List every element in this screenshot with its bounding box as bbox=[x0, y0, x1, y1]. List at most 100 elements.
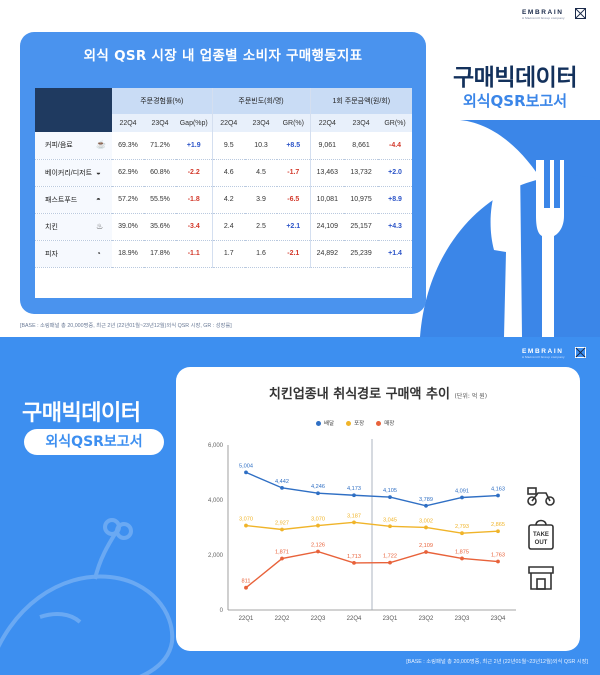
table-cell: 9,061 bbox=[309, 132, 345, 160]
group-header: 1회 주문금액(원/회) bbox=[309, 88, 413, 114]
data-label: 4,091 bbox=[455, 488, 469, 494]
data-label: 4,246 bbox=[311, 484, 325, 490]
table-cell: 71.2% bbox=[144, 132, 176, 160]
pizza-icon: ◔ bbox=[96, 248, 101, 258]
table-cell: 3.9 bbox=[245, 186, 277, 214]
group-header: 주문빈도(회/명) bbox=[211, 88, 311, 114]
table-cell: 69.3% bbox=[112, 132, 144, 160]
brand-mark-icon bbox=[575, 8, 586, 19]
table-cell: 24,109 bbox=[309, 213, 345, 241]
x-tick-label: 22Q1 bbox=[239, 616, 254, 622]
table-cell: -4.4 bbox=[378, 132, 413, 160]
source-note-bottom: [BASE : 소링패널 총 20,000명중, 최근 2년 (22년01월~2… bbox=[406, 659, 588, 665]
table-cell: 39.0% bbox=[112, 213, 144, 241]
table-cell: 17.8% bbox=[144, 240, 176, 268]
table-row: 치킨 ♨ 39.0% 35.6% -3.4 2.4 2.5 +2.1 24,109 25,157 +… bbox=[35, 213, 413, 241]
table-cell: 57.2% bbox=[112, 186, 144, 214]
chicken-icon: ♨ bbox=[96, 221, 104, 231]
data-point bbox=[316, 549, 320, 554]
x-tick-label: 23Q2 bbox=[419, 616, 434, 622]
data-point bbox=[352, 493, 356, 498]
service-icons: TAKE OUT bbox=[527, 487, 555, 590]
bottom-panel: EMBRAIN A Macromill Group company 구매빅데이터… bbox=[0, 337, 600, 675]
data-point bbox=[388, 524, 392, 529]
x-tick-label: 23Q1 bbox=[383, 616, 398, 622]
sub-header: GR(%) bbox=[378, 114, 413, 132]
chart-svg: 0 2,000 4,000 6,000 22Q1 22Q2 22Q3 22Q4 23Q1 23Q2… bbox=[208, 439, 516, 622]
data-point bbox=[352, 560, 356, 565]
legend-swatch bbox=[376, 420, 382, 426]
sub-header: 22Q4 bbox=[211, 114, 245, 132]
data-point bbox=[244, 470, 248, 475]
data-label: 3,070 bbox=[311, 517, 325, 523]
report-subtitle-top: 외식QSR보고서 bbox=[462, 92, 568, 110]
data-point bbox=[460, 556, 464, 561]
data-label: 1,722 bbox=[383, 554, 397, 560]
legend-label: 매장 bbox=[384, 421, 395, 427]
brand-name: EMBRAIN bbox=[522, 9, 564, 16]
table-cell: -1.1 bbox=[176, 240, 212, 268]
data-point bbox=[244, 523, 248, 528]
chart-title-text: 치킨업종내 취식경로 구매액 추이 bbox=[268, 387, 450, 402]
legend-swatch bbox=[346, 420, 352, 426]
data-point bbox=[424, 525, 428, 530]
table-cell: 2.5 bbox=[245, 213, 277, 241]
table-cell: 10,081 bbox=[309, 186, 345, 214]
table-row: 패스트푸드 ◓ 57.2% 55.5% -1.8 4.2 3.9 -6.5 10,081 10,9… bbox=[35, 186, 413, 214]
chicken-drumstick-icon bbox=[0, 518, 175, 675]
table-cell: 4.5 bbox=[245, 159, 277, 187]
table-cell: 60.8% bbox=[144, 159, 176, 187]
table-corner bbox=[35, 88, 112, 132]
data-label: 1,871 bbox=[275, 550, 289, 556]
report-title-top: 구매빅데이터 bbox=[453, 65, 577, 91]
data-point bbox=[496, 559, 500, 564]
y-tick-label: 4,000 bbox=[208, 498, 224, 504]
y-tick-label: 2,000 bbox=[208, 553, 224, 559]
brand-logo-top: EMBRAIN A Macromill Group company bbox=[522, 9, 565, 20]
report-title-bottom: 구매빅데이터 bbox=[22, 401, 141, 426]
table-row: 베이커리/디저트 ◒ 62.9% 60.8% -2.2 4.6 4.5 -1.7 13,463 1… bbox=[35, 159, 413, 187]
data-label: 1,875 bbox=[455, 549, 469, 555]
table-cell: -3.4 bbox=[176, 213, 212, 241]
indicator-card: 외식 QSR 시장 내 업종별 소비자 구매행동지표 주문경험률(%) 주문빈도… bbox=[20, 32, 426, 314]
row-category-label: 커피/음료 bbox=[45, 142, 73, 150]
table-cell: 8,661 bbox=[344, 132, 379, 160]
x-tick-label: 22Q3 bbox=[311, 616, 326, 622]
table-cell: +1.9 bbox=[176, 132, 212, 160]
data-label: 2,109 bbox=[419, 543, 433, 549]
row-category-label: 패스트푸드 bbox=[45, 196, 78, 204]
table-cell: 9.5 bbox=[211, 132, 245, 160]
data-label: 3,187 bbox=[347, 513, 361, 519]
delivery-scooter-icon bbox=[527, 487, 555, 506]
row-category-label: 피자 bbox=[45, 250, 58, 258]
row-category: 베이커리/디저트 ◒ bbox=[35, 159, 112, 187]
data-point bbox=[496, 529, 500, 534]
chart-title: 치킨업종내 취식경로 구매액 추이 (단위: 억 원) bbox=[176, 383, 580, 402]
table-row: 커피/음료 ☕ 69.3% 71.2% +1.9 9.5 10.3 +8.5 9,061 8,66… bbox=[35, 132, 413, 160]
data-point bbox=[352, 520, 356, 525]
fork-knife-icon bbox=[420, 120, 600, 337]
table-cell: 18.9% bbox=[112, 240, 144, 268]
table-cell: -2.1 bbox=[277, 240, 311, 268]
data-label: 3,045 bbox=[383, 517, 397, 523]
data-point bbox=[280, 556, 284, 561]
sub-header: 23Q4 bbox=[144, 114, 176, 132]
brand-name: EMBRAIN bbox=[522, 348, 564, 355]
x-tick-label: 23Q4 bbox=[491, 616, 506, 622]
row-category: 패스트푸드 ◓ bbox=[35, 186, 112, 214]
sub-header: 22Q4 bbox=[309, 114, 345, 132]
series-line bbox=[245, 471, 499, 507]
table-row: 피자 ◔ 18.9% 17.8% -1.1 1.7 1.6 -2.1 24,892 25,239 +… bbox=[35, 240, 413, 268]
data-label: 3,002 bbox=[419, 518, 433, 524]
source-note-top: [BASE : 소링패널 총 20,000명중, 최근 2년 (22년01월~2… bbox=[20, 323, 232, 329]
table-cell: 1.6 bbox=[245, 240, 277, 268]
data-label: 3,789 bbox=[419, 497, 433, 503]
x-tick-label: 23Q3 bbox=[455, 616, 470, 622]
takeout-bag-icon bbox=[528, 519, 554, 550]
data-label: 3,070 bbox=[239, 517, 253, 523]
data-point bbox=[244, 585, 248, 590]
data-label: 2,927 bbox=[275, 521, 289, 527]
data-label: 2,793 bbox=[455, 524, 469, 530]
y-tick-label: 6,000 bbox=[208, 443, 224, 449]
table-cell: 4.2 bbox=[211, 186, 245, 214]
